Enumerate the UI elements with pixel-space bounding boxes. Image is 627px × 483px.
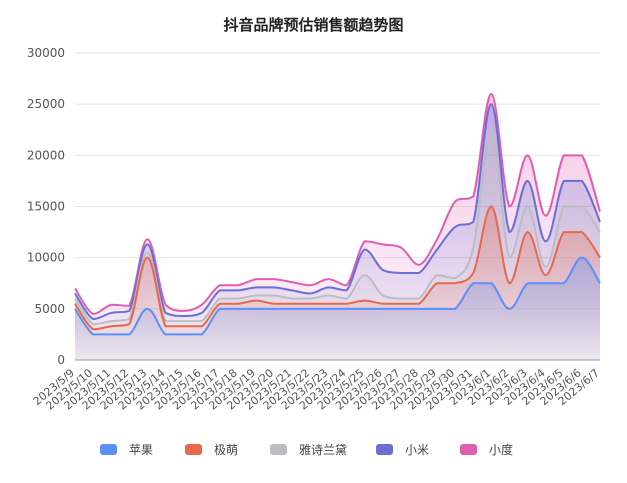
series-line-1[interactable] <box>74 205 601 331</box>
legend-item-3[interactable]: 小米 <box>376 441 429 458</box>
legend-item-1[interactable]: 极萌 <box>185 441 238 458</box>
series-line-4[interactable] <box>74 92 601 315</box>
chart-title: 抖音品牌预估销售额趋势图 <box>223 16 404 34</box>
x-axis: 2023/5/92023/5/102023/5/112023/5/122023/… <box>31 366 602 412</box>
y-tick-label: 15000 <box>27 200 65 214</box>
y-tick-label: 25000 <box>27 97 65 111</box>
legend-swatch <box>460 444 477 455</box>
legend-item-4[interactable]: 小度 <box>460 441 513 458</box>
legend-swatch <box>376 444 393 455</box>
y-tick-label: 30000 <box>27 46 65 60</box>
y-tick-label: 20000 <box>27 148 65 162</box>
y-tick-label: 10000 <box>27 251 65 265</box>
legend-item-0[interactable]: 苹果 <box>100 441 153 458</box>
y-tick-label: 5000 <box>34 302 65 316</box>
legend-label: 极萌 <box>214 443 239 457</box>
legend-swatch <box>270 444 287 455</box>
series-area-0 <box>75 257 600 360</box>
series-line-2[interactable] <box>74 128 601 326</box>
legend-label: 苹果 <box>129 443 154 457</box>
series-line-0[interactable] <box>74 256 601 336</box>
legend-label: 小度 <box>489 443 514 457</box>
y-tick-label: 0 <box>57 353 65 367</box>
legend-item-2[interactable]: 雅诗兰黛 <box>270 441 347 458</box>
series-line-3[interactable] <box>74 103 601 321</box>
legend-swatch <box>100 444 117 455</box>
legend-label: 雅诗兰黛 <box>299 443 348 457</box>
legend-swatch <box>185 444 202 455</box>
legend: 苹果 极萌 雅诗兰黛 小米 小度 <box>0 441 627 461</box>
y-axis: 0 5000 10000 15000 20000 25000 30000 <box>27 46 65 367</box>
series-areas <box>74 92 601 361</box>
legend-label: 小米 <box>405 443 430 457</box>
